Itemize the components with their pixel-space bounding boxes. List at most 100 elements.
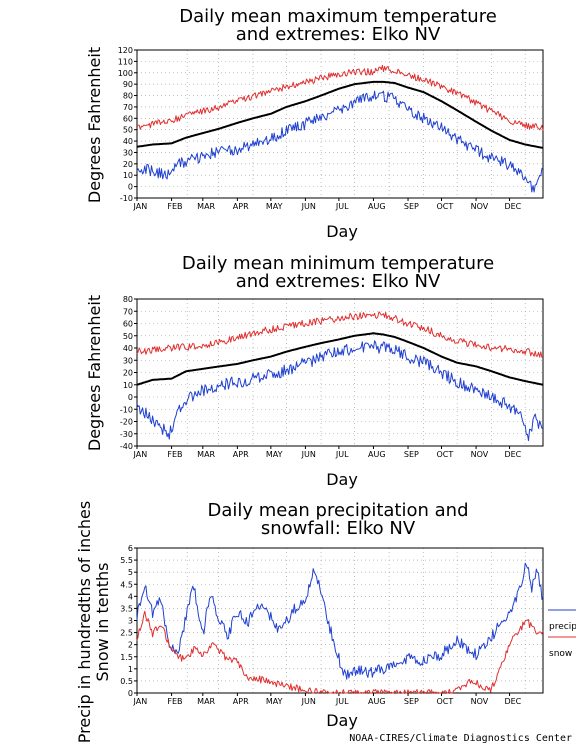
x-tick-label: SEP (404, 202, 419, 211)
x-tick-label: APR (233, 697, 249, 706)
chart-title-line1: Daily mean minimum temperature (182, 253, 494, 274)
y-tick-label: -30 (120, 430, 133, 439)
y-tick-label: -10 (120, 194, 133, 203)
y-tick-label: 0 (128, 393, 133, 402)
y-tick-label: 20 (123, 369, 133, 378)
x-tick-label: APR (233, 450, 249, 459)
y-tick-label: 80 (123, 295, 133, 304)
x-tick-label: NOV (471, 697, 489, 706)
y-tick-label: 5 (128, 568, 133, 577)
y-tick-label: 40 (123, 137, 133, 146)
legend-snow-label: snow (549, 649, 572, 659)
x-tick-label: JUN (301, 450, 316, 459)
grid (137, 50, 543, 198)
x-axis-label: Day (326, 711, 358, 730)
y-tick-label: 0 (128, 183, 133, 192)
y-tick-label: 2.5 (120, 629, 133, 638)
x-tick-label: JUN (301, 202, 316, 211)
y-tick-label: 3 (128, 617, 133, 626)
x-tick-label: APR (233, 202, 249, 211)
x-tick-label: OCT (436, 697, 453, 706)
y-tick-label: 70 (123, 103, 133, 112)
chart-title-line2: and extremes: Elko NV (236, 271, 441, 292)
series-line-mean (136, 332, 544, 386)
x-tick-label: FEB (167, 697, 182, 706)
plot-area: 0 0.5 1 1.5 2 2.5 3 3.5 4 4.5 5 5.5 6 JAN FEB MAR APR MAY… (120, 544, 544, 706)
x-tick-label: JAN (133, 697, 148, 706)
y-tick-label: 5.5 (120, 556, 133, 565)
x-tick-label: AUG (368, 202, 386, 211)
x-tick-label: JAN (133, 202, 148, 211)
x-tick-label: SEP (404, 697, 419, 706)
y-tick-label: 3.5 (120, 604, 133, 613)
x-axis-label: Day (326, 222, 358, 241)
x-tick-label: MAR (197, 450, 215, 459)
y-tick-label: 0.5 (120, 677, 133, 686)
y-tick-label: 4 (128, 592, 133, 601)
x-tick-label: DEC (504, 450, 521, 459)
x-tick-label: OCT (436, 450, 453, 459)
x-tick-label: FEB (167, 202, 182, 211)
y-tick-label: 6 (128, 544, 133, 553)
series-line-high (136, 64, 544, 131)
y-axis-label: Degrees Fahrenheit (85, 47, 104, 203)
y-tick-label: 30 (123, 356, 133, 365)
x-tick-label: AUG (368, 450, 386, 459)
plot-area: -10 0 10 20 30 40 50 60 70 80 90 100 110 120 JAN FEB MAR… (118, 46, 544, 211)
y-tick-label: 100 (118, 69, 133, 78)
x-tick-label: MAR (197, 202, 215, 211)
y-tick-label: 2 (128, 641, 133, 650)
chart-title-line1: Daily mean precipitation and (207, 500, 468, 521)
x-tick-label: JUL (335, 202, 349, 211)
x-tick-label: JUN (301, 697, 316, 706)
x-tick-label: NOV (471, 450, 489, 459)
plot-area: -40 -30 -20 -10 0 10 20 30 40 50 60 70 80 JAN FEB MAR AP… (120, 295, 544, 459)
x-tick-label: AUG (368, 697, 386, 706)
chart-title-line1: Daily mean maximum temperature (179, 6, 497, 27)
y-tick-label: 1 (128, 665, 133, 674)
series-line-precip (136, 562, 544, 680)
x-tick-label: DEC (504, 202, 521, 211)
chart-title-line2: snowfall: Elko NV (261, 518, 416, 539)
series-line-low (136, 90, 544, 193)
y-tick-label: 110 (118, 57, 133, 66)
panel-min-temperature: Daily mean minimum temperature and extre… (85, 253, 544, 489)
y-tick-label: 60 (123, 114, 133, 123)
y-axis-label: Degrees Fahrenheit (85, 295, 104, 451)
x-tick-label: NOV (471, 202, 489, 211)
y-tick-label: -10 (120, 405, 133, 414)
x-axis-label: Day (326, 470, 358, 489)
series-line-high (136, 311, 544, 358)
y-tick-label: 80 (123, 92, 133, 101)
y-tick-label: 10 (123, 171, 133, 180)
series-line-mean (136, 80, 544, 149)
credit-text: NOAA-CIRES/Climate Diagnostics Center (349, 733, 572, 744)
y-axis-label-line2: Snow in tenths (93, 563, 112, 682)
y-tick-label: 30 (123, 148, 133, 157)
y-tick-label: 50 (123, 332, 133, 341)
x-tick-label: MAR (197, 697, 215, 706)
x-tick-label: DEC (504, 697, 521, 706)
chart-title-line2: and extremes: Elko NV (236, 24, 441, 45)
x-tick-label: FEB (167, 450, 182, 459)
x-tick-label: MAY (266, 450, 283, 459)
y-tick-label: 70 (123, 307, 133, 316)
y-tick-label: 120 (118, 46, 133, 55)
x-tick-label: MAY (266, 202, 283, 211)
plot-frame (136, 49, 544, 199)
y-tick-label: 1.5 (120, 653, 133, 662)
y-tick-label: 60 (123, 320, 133, 329)
x-tick-label: OCT (436, 202, 453, 211)
x-tick-label: MAY (266, 697, 283, 706)
series-line-low (136, 340, 544, 442)
panel-max-temperature: Daily mean maximum temperature and extre… (85, 6, 544, 241)
y-tick-label: 50 (123, 126, 133, 135)
y-tick-label: -20 (120, 418, 133, 427)
y-tick-label: 40 (123, 344, 133, 353)
x-tick-label: JUL (335, 697, 349, 706)
series-line-snow (136, 610, 544, 694)
panel-precipitation: Daily mean precipitation and snowfall: E… (75, 500, 576, 743)
x-tick-label: SEP (404, 450, 419, 459)
y-tick-label: 4.5 (120, 580, 133, 589)
y-tick-label: 90 (123, 80, 133, 89)
